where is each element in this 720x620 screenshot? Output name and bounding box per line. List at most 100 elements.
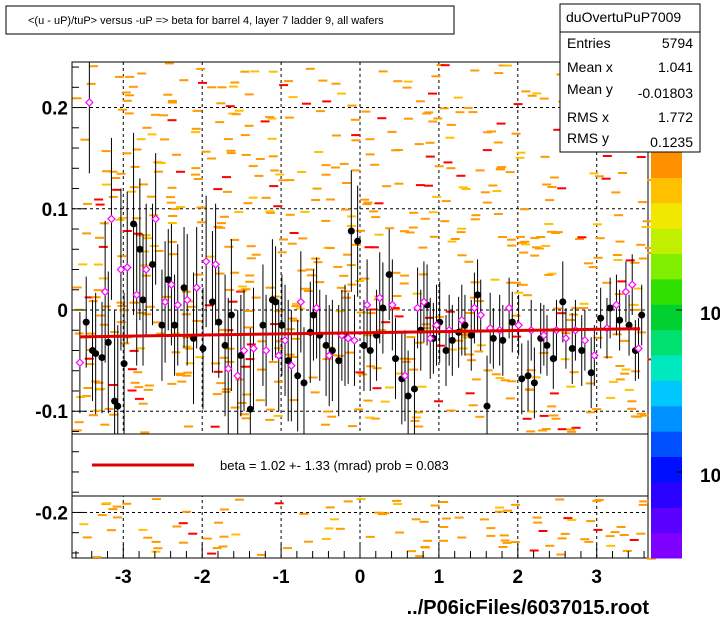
histogram-cell bbox=[440, 220, 450, 223]
histogram-cell bbox=[531, 376, 541, 379]
histogram-cell bbox=[385, 227, 395, 230]
histogram-cell bbox=[244, 93, 254, 96]
histogram-cell bbox=[505, 171, 515, 174]
histogram-cell bbox=[229, 85, 238, 88]
histogram-cell bbox=[421, 327, 431, 330]
histogram-cell bbox=[321, 173, 331, 176]
profile-point-open bbox=[122, 263, 132, 272]
histogram-cell bbox=[298, 237, 308, 240]
histogram-cell bbox=[641, 226, 651, 228]
histogram-cell bbox=[447, 240, 457, 243]
histogram-cell bbox=[529, 549, 539, 552]
histogram-cell bbox=[420, 546, 430, 548]
histogram-cell bbox=[512, 335, 522, 338]
histogram-cell bbox=[216, 102, 226, 105]
histogram-cell bbox=[138, 528, 148, 531]
histogram-cell bbox=[366, 312, 376, 315]
histogram-cell bbox=[490, 278, 500, 281]
histogram-cell bbox=[453, 96, 463, 99]
profile-point-filled bbox=[294, 372, 302, 380]
histogram-cell bbox=[566, 319, 576, 321]
histogram-cell bbox=[411, 416, 421, 419]
histogram-cell bbox=[592, 408, 602, 411]
histogram-cell bbox=[365, 416, 375, 419]
histogram-cell bbox=[482, 149, 492, 152]
histogram-cell bbox=[515, 156, 525, 159]
histogram-cell bbox=[225, 347, 235, 350]
histogram-cell bbox=[162, 295, 172, 298]
histogram-cell bbox=[274, 502, 284, 505]
stats-rmsx-value: 1.772 bbox=[658, 109, 693, 125]
histogram-cell bbox=[569, 313, 579, 316]
histogram-cell bbox=[250, 70, 260, 73]
histogram-cell bbox=[609, 380, 619, 383]
histogram-cell bbox=[130, 381, 140, 384]
histogram-cell bbox=[325, 506, 335, 509]
histogram-cell bbox=[310, 391, 320, 394]
histogram-cell bbox=[341, 208, 350, 211]
histogram-cell bbox=[268, 70, 278, 73]
histogram-cell bbox=[210, 425, 220, 428]
stats-meanx-label: Mean x bbox=[567, 59, 613, 75]
profile-point-open bbox=[239, 346, 249, 355]
histogram-cell bbox=[300, 287, 310, 290]
profile-point-open bbox=[388, 300, 397, 310]
histogram-cell bbox=[318, 79, 328, 82]
histogram-cell bbox=[246, 343, 256, 346]
histogram-cell bbox=[406, 357, 416, 360]
histogram-cell bbox=[167, 186, 177, 189]
histogram-cell bbox=[498, 546, 508, 548]
histogram-cell bbox=[417, 385, 427, 388]
histogram-cell bbox=[612, 333, 622, 336]
histogram-cell bbox=[580, 538, 590, 541]
histogram-cell bbox=[195, 356, 205, 359]
histogram-cell bbox=[268, 361, 278, 363]
histogram-cell bbox=[74, 332, 84, 335]
histogram-cell bbox=[108, 195, 118, 198]
profile-point-open bbox=[173, 300, 183, 310]
histogram-cell bbox=[511, 314, 521, 317]
histogram-cell bbox=[216, 222, 226, 225]
histogram-cell bbox=[369, 246, 379, 249]
profile-point-filled bbox=[136, 245, 144, 253]
x-tick-label: 3 bbox=[591, 567, 602, 588]
profile-point-open bbox=[116, 265, 126, 274]
histogram-cell bbox=[511, 132, 521, 135]
palette-swatch bbox=[651, 177, 682, 204]
histogram-cell bbox=[285, 179, 295, 182]
histogram-cell bbox=[395, 372, 405, 375]
histogram-cell bbox=[374, 202, 384, 205]
histogram-cell bbox=[419, 520, 429, 523]
histogram-cell bbox=[160, 138, 170, 141]
histogram-cell bbox=[503, 509, 513, 512]
histogram-cell bbox=[235, 378, 245, 381]
histogram-cell bbox=[335, 310, 345, 313]
histogram-cell bbox=[290, 337, 300, 340]
histogram-cell bbox=[374, 233, 384, 236]
histogram-cell bbox=[347, 283, 357, 286]
histogram-cell bbox=[493, 141, 503, 144]
histogram-cell bbox=[97, 514, 107, 517]
histogram-cell bbox=[553, 307, 563, 310]
histogram-cell bbox=[245, 280, 255, 283]
histogram-cell bbox=[151, 540, 161, 543]
histogram-cell bbox=[588, 266, 598, 269]
histogram-cell bbox=[462, 336, 472, 339]
histogram-cell bbox=[586, 411, 596, 414]
histogram-cell bbox=[241, 417, 251, 420]
histogram-cell bbox=[627, 400, 637, 403]
histogram-cell bbox=[152, 498, 161, 501]
histogram-cell bbox=[549, 392, 559, 395]
histogram-cell bbox=[93, 409, 102, 412]
histogram-cell bbox=[414, 411, 424, 414]
histogram-cell bbox=[642, 220, 652, 223]
x-tick-label: 1 bbox=[434, 567, 445, 588]
palette-swatch bbox=[651, 481, 682, 508]
histogram-cell bbox=[550, 176, 559, 179]
histogram-cell bbox=[339, 162, 349, 165]
palette-swatch bbox=[651, 355, 682, 381]
histogram-cell bbox=[185, 347, 194, 350]
histogram-cell bbox=[569, 371, 579, 374]
histogram-cell bbox=[420, 217, 430, 220]
histogram-cell bbox=[279, 84, 289, 87]
